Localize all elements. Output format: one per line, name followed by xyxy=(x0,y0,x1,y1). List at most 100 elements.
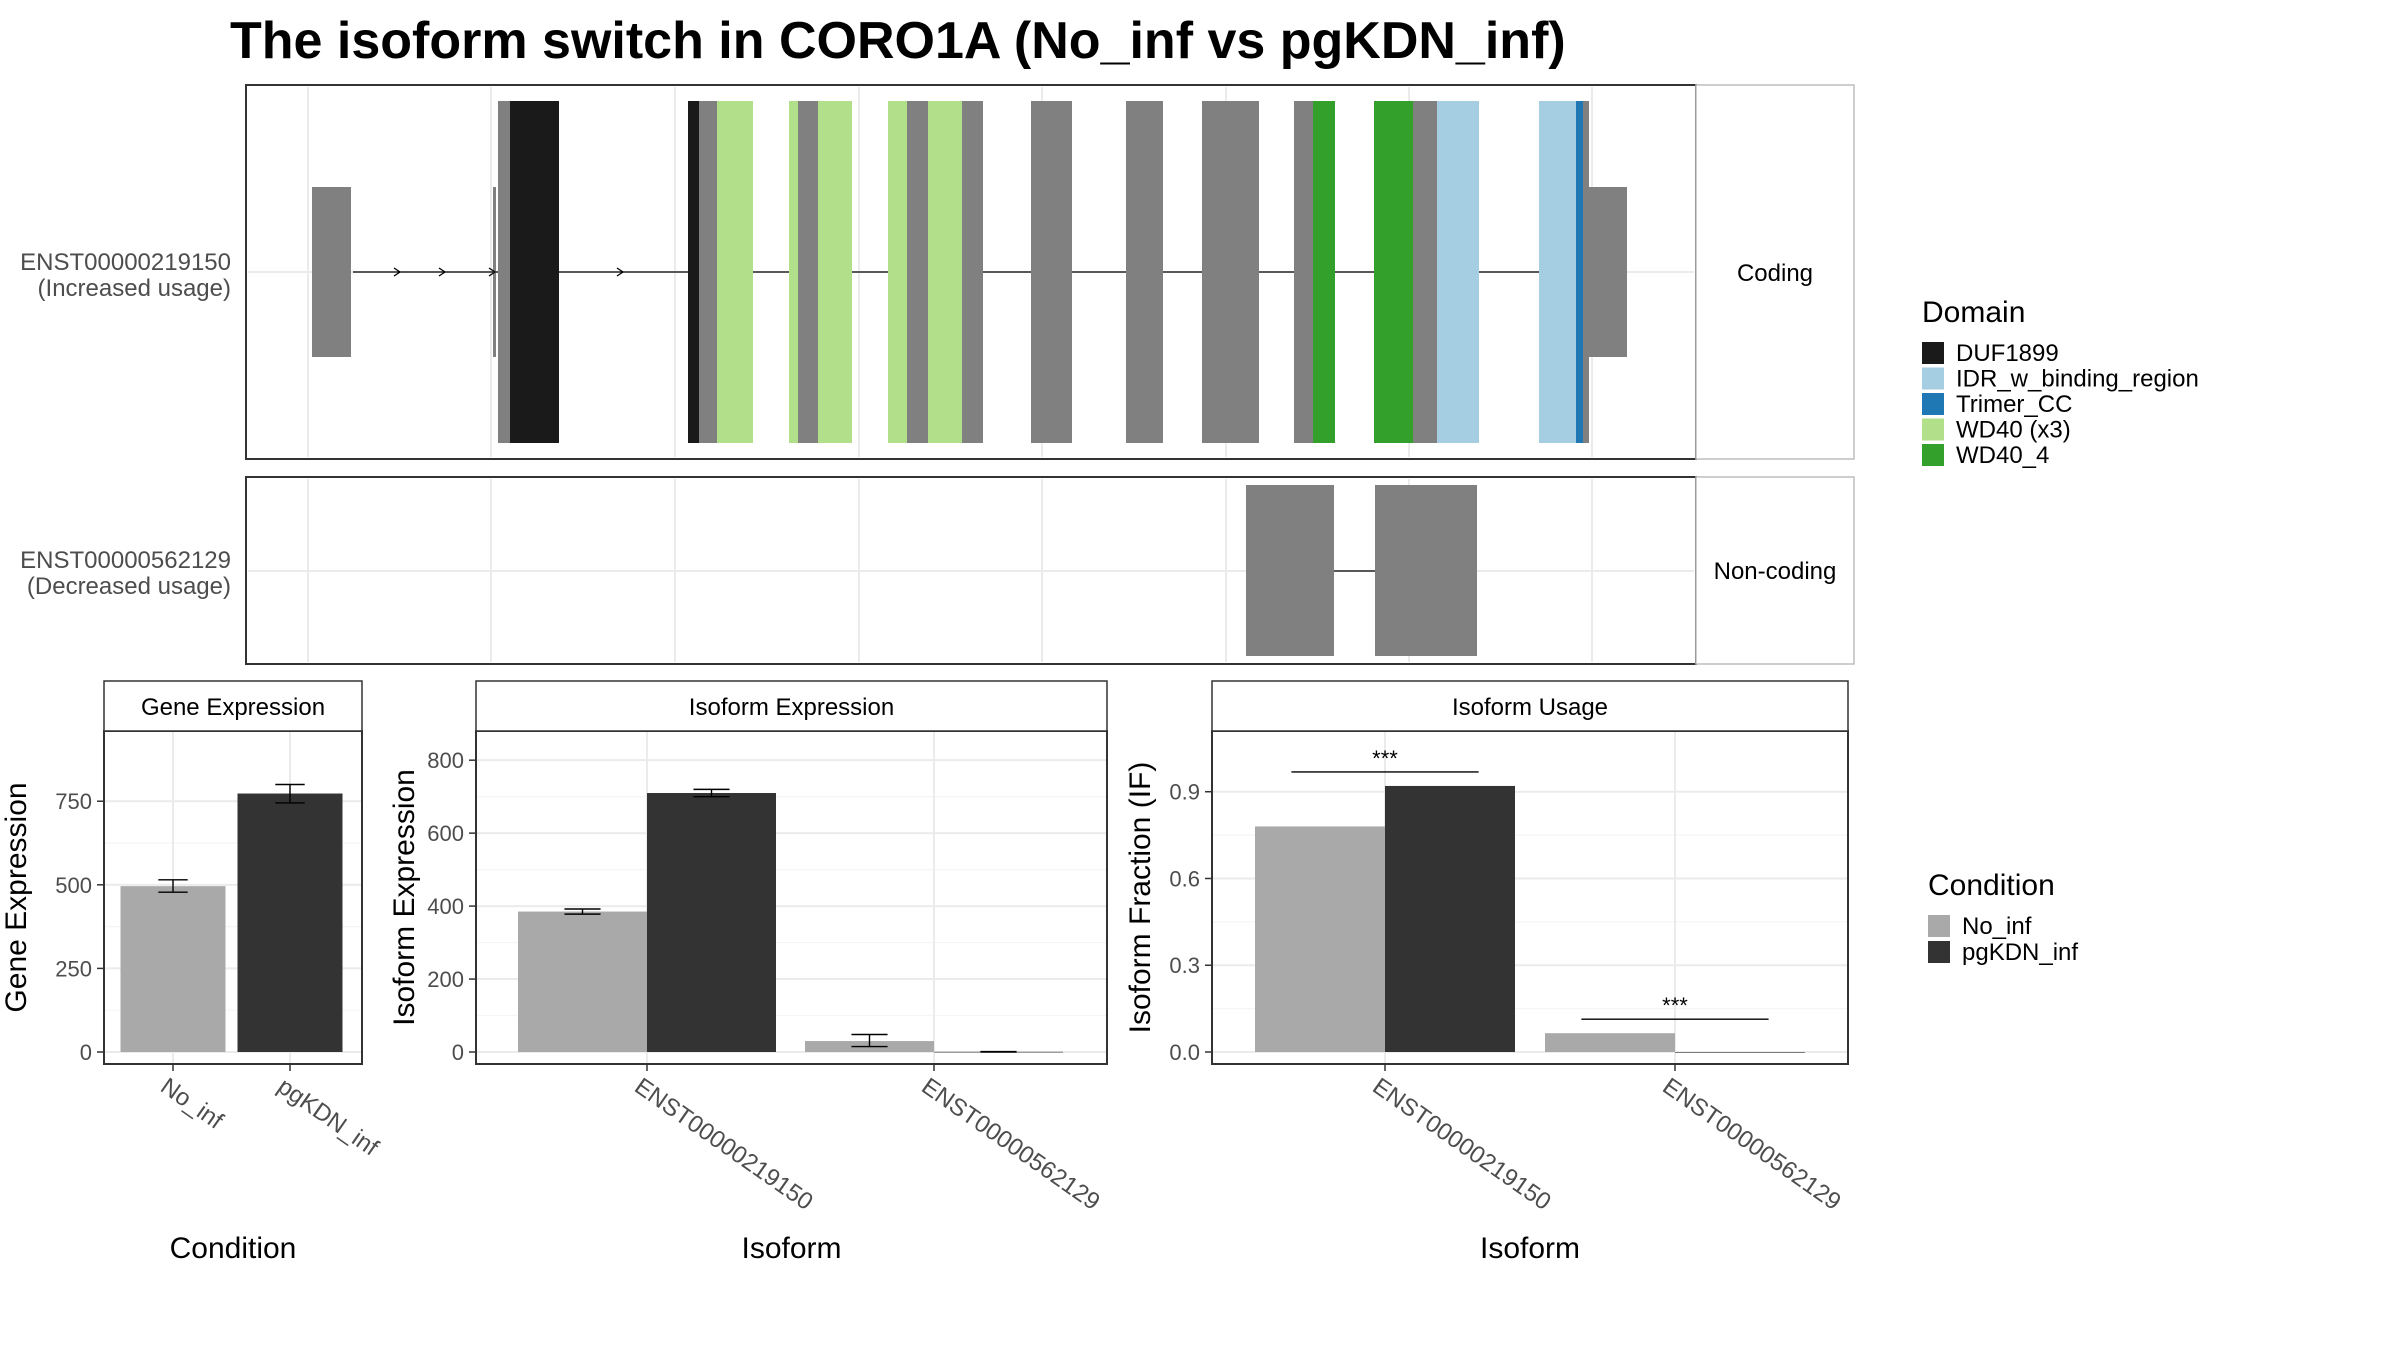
legend-key xyxy=(1922,342,1944,364)
x-tick-label: pgKDN_inf xyxy=(273,1073,384,1162)
x-axis-title: Isoform xyxy=(1480,1232,1580,1265)
x-tick-label: ENST00000219150 xyxy=(630,1073,818,1216)
y-tick-label: 800 xyxy=(427,748,464,773)
bar xyxy=(1545,1033,1675,1052)
strip-coding xyxy=(1695,84,1855,460)
transcript-1-exon-segment xyxy=(688,101,699,443)
y-tick-label: 600 xyxy=(427,821,464,846)
legend-label: WD40_4 xyxy=(1956,442,2049,469)
strip-noncoding xyxy=(1695,476,1855,665)
strip-noncoding-label: Non-coding xyxy=(1714,558,1837,585)
y-axis-title: Isoform Fraction (IF) xyxy=(1124,762,1157,1034)
transcript-1-exons xyxy=(312,101,1627,443)
facet-strip xyxy=(1211,680,1849,732)
transcript-2-exon xyxy=(1246,485,1334,656)
x-tick-label: ENST00000562129 xyxy=(917,1073,1105,1216)
error-bar xyxy=(851,1033,888,1048)
transcript-1-exon-segment xyxy=(1313,101,1335,443)
transcript-1-exon-segment xyxy=(312,187,351,357)
figure-title: The isoform switch in CORO1A (No_inf vs … xyxy=(230,12,1566,70)
transcript-2-exon xyxy=(1375,485,1477,656)
isoform-usage-chart: *** *** Isoform Usage 0.0 0.3 0.6 0.9 ENST00000… xyxy=(1124,680,1849,1265)
y-tick-label: 200 xyxy=(427,967,464,992)
transcript-1-exon-segment xyxy=(818,101,852,443)
significance-label: *** xyxy=(1662,993,1688,1018)
y-tick-label: 0 xyxy=(80,1040,92,1065)
domain-legend-title: Domain xyxy=(1922,296,2025,329)
y-tick-label: 750 xyxy=(55,789,92,814)
x-axis-title: Isoform xyxy=(741,1232,841,1265)
condition-legend-title: Condition xyxy=(1928,869,2055,902)
intron-arrow xyxy=(616,267,625,277)
transcript-1-exon-segment xyxy=(510,101,559,443)
transcript-1-id: ENST00000219150 xyxy=(20,249,231,276)
legend-label: No_inf xyxy=(1962,913,2032,940)
facet-strip-label: Isoform Expression xyxy=(689,694,894,721)
transcript-1-usage: (Increased usage) xyxy=(38,275,231,302)
isoform-expression-chart: Isoform Expression 0 200 400 600 800 ENST00000… xyxy=(388,680,1108,1265)
transcript-1-exon-segment xyxy=(1437,101,1479,443)
legend-label: pgKDN_inf xyxy=(1962,939,2078,966)
legend-key xyxy=(1922,393,1944,415)
transcript-1-exon-segment xyxy=(1576,101,1583,443)
transcript-1-exon-segment xyxy=(1126,101,1163,443)
strip-coding-label: Coding xyxy=(1737,260,1813,287)
intron-arrow xyxy=(488,267,497,277)
legend-label: IDR_w_binding_region xyxy=(1956,366,2199,393)
transcript-2-usage: (Decreased usage) xyxy=(27,573,231,600)
transcript-1-exon-segment xyxy=(907,101,928,443)
bar xyxy=(1675,1052,1805,1053)
transcript-1-exon-segment xyxy=(1294,101,1313,443)
y-tick-label: 500 xyxy=(55,873,92,898)
legend-key xyxy=(1922,444,1944,466)
legend-key xyxy=(1922,367,1944,390)
transcript-1-exon-segment xyxy=(699,101,717,443)
transcript-1-exon-segment xyxy=(928,101,962,443)
transcript-1-exon-segment xyxy=(717,101,753,443)
intron-arrow xyxy=(438,267,447,277)
bar xyxy=(120,886,226,1052)
transcript-1-exon-segment xyxy=(1583,101,1589,443)
transcript-2-id: ENST00000562129 xyxy=(20,547,231,574)
legend-key xyxy=(1928,915,1950,937)
error-bar xyxy=(564,908,601,915)
x-tick-label: ENST00000562129 xyxy=(1658,1073,1846,1216)
legend-key xyxy=(1922,418,1944,441)
intron-arrow xyxy=(393,267,402,277)
y-tick-label: 0.0 xyxy=(1169,1040,1200,1065)
significance-label: *** xyxy=(1372,746,1398,771)
error-bar xyxy=(693,788,730,798)
bar xyxy=(237,793,343,1052)
y-tick-label: 0.3 xyxy=(1169,953,1200,978)
y-tick-label: 0.9 xyxy=(1169,780,1200,805)
transcript-1-exon-segment xyxy=(1202,101,1259,443)
facet-strip xyxy=(475,680,1108,732)
legend-label: Trimer_CC xyxy=(1956,391,2072,418)
transcript-1-exon-segment xyxy=(498,101,510,443)
error-bar xyxy=(158,879,188,893)
transcript-panel-coding: Coding ENST00000219150 (Increased usage) xyxy=(20,84,1855,460)
x-tick-label: No_inf xyxy=(156,1073,229,1135)
y-tick-label: 400 xyxy=(427,894,464,919)
transcript-1-exon-segment xyxy=(1374,101,1413,443)
y-tick-label: 250 xyxy=(55,956,92,981)
transcript-1-exon-segment xyxy=(962,101,983,443)
facet-strip xyxy=(103,680,363,732)
legend-label: DUF1899 xyxy=(1956,340,2059,367)
transcript-1-exon-segment xyxy=(1413,101,1437,443)
x-tick-label: ENST00000219150 xyxy=(1368,1073,1556,1216)
bar xyxy=(518,911,647,1052)
y-axis-title: Gene Expression xyxy=(0,782,33,1012)
bar xyxy=(1255,826,1385,1052)
bar xyxy=(1385,785,1515,1052)
transcript-panel-noncoding: Non-coding ENST00000562129 (Decreased us… xyxy=(20,476,1855,665)
error-bar xyxy=(275,783,305,804)
bar xyxy=(647,793,776,1052)
y-tick-label: 0 xyxy=(452,1040,464,1065)
transcript-1-exon-segment xyxy=(1031,101,1072,443)
legend-key xyxy=(1928,941,1950,963)
gene-expression-chart: Gene Expression 0 250 500 750 No_inf pgKDN_inf… xyxy=(0,680,384,1265)
facet-strip-label: Gene Expression xyxy=(141,694,325,721)
